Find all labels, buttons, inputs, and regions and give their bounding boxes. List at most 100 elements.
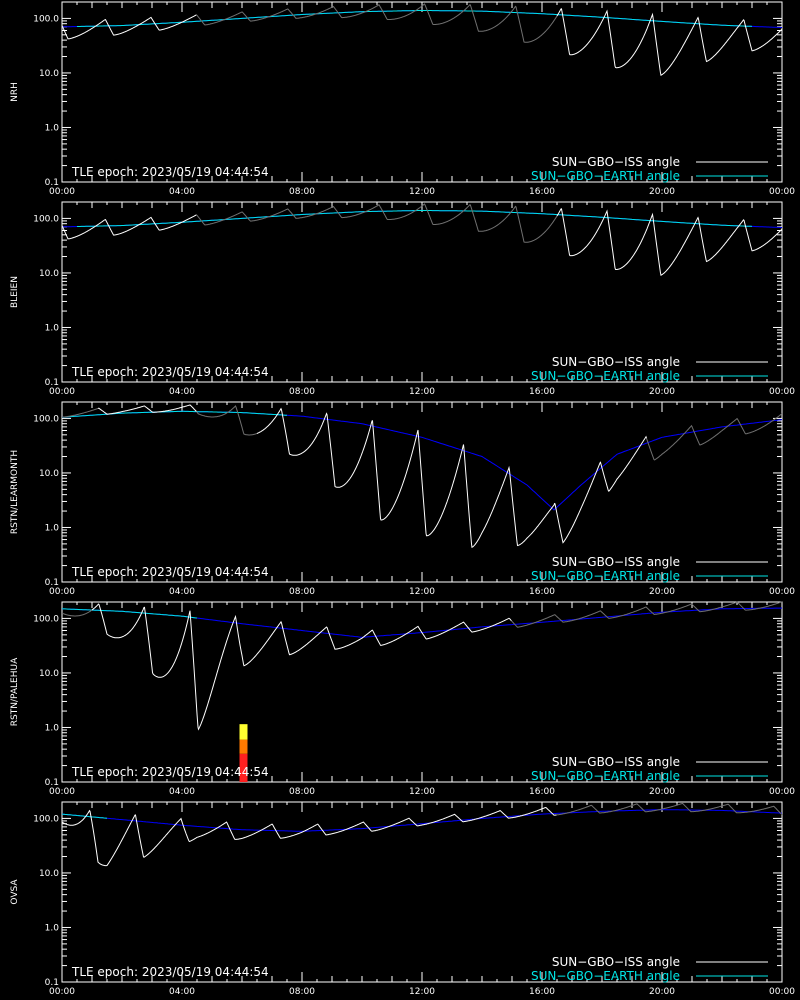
x-tick-label: 00:00 [769, 587, 795, 597]
y-tick-label: 100.0 [33, 614, 59, 624]
y-tick-label: 0.1 [45, 978, 59, 988]
iss-angle-line [256, 407, 647, 549]
legend-label: SUN−GBO−EARTH angle [531, 769, 680, 783]
iss-angle-line [61, 14, 197, 40]
x-tick-label: 00:00 [769, 987, 795, 997]
x-tick-label: 08:00 [289, 187, 315, 197]
legend-label: SUN−GBO−ISS angle [552, 555, 680, 569]
legend-label: SUN−GBO−EARTH angle [531, 969, 680, 983]
panel-4: 0.1 1.0 10.0 100.0 RSTN/PALEHUA 00:00 04:00 08:… [10, 601, 795, 797]
x-tick-label: 12:00 [409, 187, 435, 197]
x-tick-label: 12:00 [409, 987, 435, 997]
iss-angle-line [556, 802, 783, 816]
panel-1: 0.1 1.0 10.0 100.0 NRH 00:00 04:00 08:00 12:00 16… [10, 1, 795, 197]
y-tick-label: 100.0 [33, 414, 59, 424]
x-tick-label: 08:00 [289, 987, 315, 997]
y-axis-label: RSTN/PALEHUA [10, 657, 20, 726]
legend-label: SUN−GBO−ISS angle [552, 955, 680, 969]
y-tick-label: 10.0 [39, 869, 59, 879]
earth-angle-line [61, 9, 782, 28]
x-tick-label: 08:00 [289, 787, 315, 797]
y-tick-label: 1.0 [45, 923, 60, 933]
iss-angle-line [556, 208, 783, 276]
x-tick-label: 04:00 [169, 187, 195, 197]
y-tick-label: 10.0 [39, 69, 59, 79]
y-tick-label: 1.0 [45, 723, 60, 733]
earth-angle-visible-line [77, 9, 753, 27]
x-tick-label: 08:00 [289, 387, 315, 397]
earth-angle-visible-line [61, 813, 108, 819]
iss-angle-line [511, 601, 783, 628]
y-tick-label: 0.1 [45, 378, 59, 388]
x-tick-label: 08:00 [289, 587, 315, 597]
y-tick-label: 100.0 [33, 214, 59, 224]
x-tick-label: 00:00 [49, 987, 75, 997]
iss-angle-line [97, 404, 197, 415]
x-tick-label: 20:00 [649, 587, 675, 597]
y-tick-label: 0.1 [45, 178, 59, 188]
x-tick-label: 20:00 [649, 787, 675, 797]
y-tick-label: 0.1 [45, 778, 59, 788]
x-tick-label: 00:00 [769, 387, 795, 397]
legend-label: SUN−GBO−EARTH angle [531, 569, 680, 583]
x-tick-label: 00:00 [49, 587, 75, 597]
earth-angle-visible-line [61, 410, 288, 418]
event-bar [239, 739, 248, 754]
y-axis-label: BLEIEN [10, 276, 20, 308]
event-bar [239, 724, 248, 740]
y-tick-label: 100.0 [33, 814, 59, 824]
x-tick-label: 04:00 [169, 387, 195, 397]
legend-label: SUN−GBO−ISS angle [552, 355, 680, 369]
panel-5: 0.1 1.0 10.0 100.0 OVSA 00:00 04:00 08:00 12:00 1… [10, 801, 795, 997]
y-tick-label: 10.0 [39, 269, 59, 279]
y-axis-label: RSTN/LEARMONTH [10, 450, 20, 534]
iss-angle-line [91, 603, 512, 731]
iss-angle-line [61, 408, 99, 418]
x-tick-label: 00:00 [769, 187, 795, 197]
y-tick-label: 1.0 [45, 323, 60, 333]
x-tick-label: 04:00 [169, 987, 195, 997]
legend-label: SUN−GBO−ISS angle [552, 155, 680, 169]
x-tick-label: 12:00 [409, 787, 435, 797]
earth-angle-visible-line [77, 209, 753, 227]
panel-3: 0.1 1.0 10.0 100.0 RSTN/LEARMONTH 00:00 04:00 0… [10, 401, 795, 597]
y-tick-label: 10.0 [39, 469, 59, 479]
iss-angle-line [196, 3, 558, 43]
earth-angle-line [61, 809, 782, 832]
x-tick-label: 20:00 [649, 187, 675, 197]
earth-angle-line [61, 410, 783, 511]
x-tick-label: 20:00 [649, 987, 675, 997]
iss-angle-line [61, 214, 197, 240]
x-tick-label: 16:00 [529, 187, 555, 197]
x-tick-label: 16:00 [529, 587, 555, 597]
x-tick-label: 00:00 [49, 387, 75, 397]
earth-angle-visible-line [61, 608, 198, 619]
tle-epoch-text: TLE epoch: 2023/05/19 04:44:54 [71, 365, 269, 379]
panel-2: 0.1 1.0 10.0 100.0 BLEIEN 00:00 04:00 08:00 12:0… [10, 201, 795, 397]
y-tick-label: 100.0 [33, 14, 59, 24]
tle-epoch-text: TLE epoch: 2023/05/19 04:44:54 [71, 965, 269, 979]
y-tick-label: 0.1 [45, 578, 59, 588]
tle-epoch-text: TLE epoch: 2023/05/19 04:44:54 [71, 165, 269, 179]
y-tick-label: 1.0 [45, 123, 60, 133]
iss-angle-line [196, 405, 258, 436]
x-tick-label: 00:00 [49, 187, 75, 197]
y-tick-label: 10.0 [39, 669, 59, 679]
x-tick-label: 12:00 [409, 387, 435, 397]
x-tick-label: 00:00 [769, 787, 795, 797]
event-bar [239, 753, 248, 782]
y-axis-label: OVSA [10, 879, 20, 905]
iss-angle-line [61, 806, 557, 867]
x-tick-label: 16:00 [529, 787, 555, 797]
x-tick-label: 20:00 [649, 387, 675, 397]
x-tick-label: 16:00 [529, 987, 555, 997]
x-tick-label: 00:00 [49, 787, 75, 797]
y-axis-label: NRH [10, 82, 20, 102]
tle-epoch-text: TLE epoch: 2023/05/19 04:44:54 [71, 765, 269, 779]
iss-angle-line [61, 609, 93, 617]
legend-label: SUN−GBO−EARTH angle [531, 369, 680, 383]
y-tick-label: 1.0 [45, 523, 60, 533]
tle-epoch-text: TLE epoch: 2023/05/19 04:44:54 [71, 565, 269, 579]
x-tick-label: 16:00 [529, 387, 555, 397]
